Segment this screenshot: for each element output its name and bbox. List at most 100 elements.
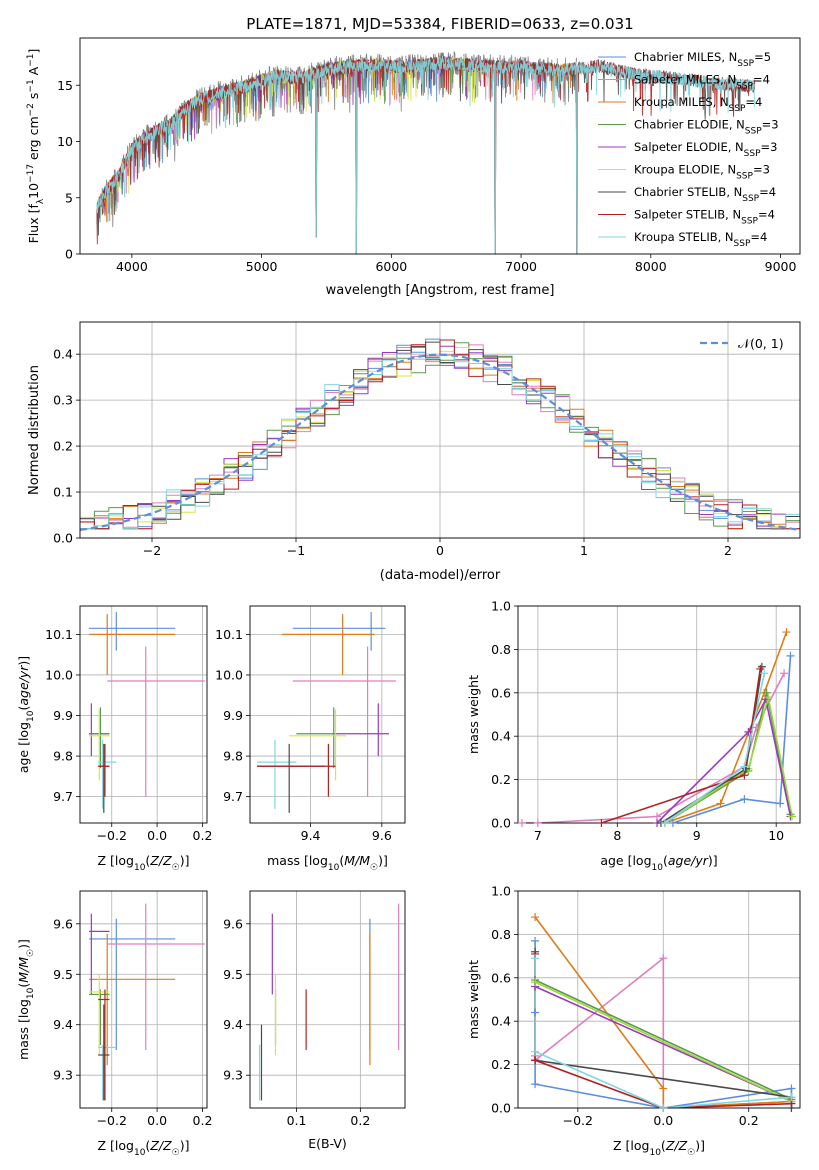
weight-marker-kroupa-miles [716,799,725,808]
x-tick-label: 0 [436,543,444,558]
y-axis-label-part: )] [16,656,31,666]
weight-marker-chabrier-miles [531,936,540,945]
y-axis-label-part: )] [16,939,31,949]
weight-marker-kroupa-elodie [788,812,797,821]
x-axis-label-part: mass [log [267,853,328,868]
legend-entry: 𝒩(0, 1) [738,336,784,351]
y-tick-label: 0.0 [491,1101,511,1116]
weight-marker-salpeter-stelib [531,1056,540,1065]
y-tick-label: 0.6 [491,970,511,985]
weight-marker-chabrier-elodie [762,688,771,697]
x-axis-label: mass [log10(M/M☉)] [267,853,388,873]
x-tick-label: 6000 [375,259,407,274]
y-tick-label: 0.4 [491,1014,511,1029]
y-tick-label: 0.0 [491,816,511,831]
x-tick-label: −0.2 [97,828,127,843]
y-axis-label-part: 10 [26,183,41,199]
weight-marker-kroupa-stelib [787,1093,796,1102]
weight-marker-chabrier-miles [776,799,785,808]
x-axis-label-part: age [log [600,853,651,868]
x-tick-label: 8 [613,828,621,843]
legend-entry-part: SSP [736,172,753,182]
x-axis-label-part: Z/Z [665,1138,688,1153]
legend-entry-part: =3 [762,118,779,132]
legend-entry-part: =4 [758,208,775,222]
x-tick-label: 0.0 [147,828,167,843]
weight-marker-kroupa-elodie [531,978,540,987]
weight-marker-salpeter-miles [780,669,789,678]
weight-marker-kroupa-elodie [764,693,773,702]
y-tick-label: 9.4 [53,1017,73,1032]
x-axis-label-part: ☉ [172,863,180,873]
x-tick-label: 7000 [505,259,537,274]
weight-marker-kroupa-stelib [760,669,769,678]
x-axis-label-part: M/M [344,853,370,868]
x-tick-label: −2 [143,543,161,558]
y-axis-label-part: age/yr [16,665,31,706]
weight-marker-salpeter-elodie [744,727,753,736]
y-axis-label: mass weight [466,675,481,754]
x-axis-label-part: ☉ [172,1148,180,1158]
y-tick-label: 10.0 [215,667,243,682]
x-tick-label: 0.1 [287,1113,307,1128]
x-axis-label-part: )] [180,853,190,868]
x-axis-label-part: ( [663,853,668,868]
weight-line-kroupa-elodie [664,696,793,823]
x-tick-label: 4000 [116,259,148,274]
y-axis-label-part: A [26,66,41,79]
legend-entry-part: SSP [734,239,751,249]
y-tick-label: 0.4 [53,347,73,362]
y-axis-label-part: ☉ [26,949,36,957]
y-tick-label: 9.8 [53,749,73,764]
y-axis-label: Normed distribution [27,365,42,495]
y-axis-label-part: M/M [16,957,31,983]
age_vs_Z-axes: −0.2 0.0 0.29.79.89.910.010.1Z [log10(Z/Z☉… [16,605,212,873]
weight-marker-kroupa-stelib [531,1047,540,1056]
x-axis-label-part: Z/Z [149,1138,172,1153]
x-tick-label: 7 [534,828,542,843]
legend-entry: Salpeter ELODIE, NSSP=3 [634,140,777,159]
y-axis-label-part: −1 [26,54,36,67]
y-tick-label: 9.9 [223,708,243,723]
weight-marker-salpeter-miles [517,819,526,827]
x-axis-label-part: Z/Z [149,853,172,868]
y-tick-label: 0.8 [491,927,511,942]
legend-entry: Kroupa STELIB, NSSP=4 [634,230,767,249]
y-tick-label: 0 [65,247,73,262]
x-tick-label: 0.0 [653,1113,673,1128]
legend-entry-part: Kroupa ELODIE, N [634,163,736,177]
age_vs_mass-frame [249,605,406,824]
legend-entry-part: Kroupa MILES, N [634,95,729,109]
legend-entry-part: Kroupa STELIB, N [634,230,734,244]
weight-marker-kroupa-miles [782,628,791,637]
legend-entry-part: SSP [745,127,762,137]
weight-marker-salpeter-stelib [756,664,765,673]
x-axis-label-part: 10 [649,1148,661,1158]
y-tick-label: 5 [65,190,73,205]
y-tick-label: 9.6 [53,916,73,931]
model-line-kroupa-stelib [96,56,756,254]
x-axis-label: Z [log10(Z/Z☉)] [98,853,190,873]
x-tick-label: 2 [724,543,732,558]
age_vs_Z-frame [79,605,208,824]
y-axis-label: mass weight [466,960,481,1039]
y-axis-label: Flux [fλ10−17 erg cm−2 s−1 A−1] [26,49,46,244]
x-axis-label-part: ( [661,1138,666,1153]
residuals-plot-area [80,338,800,531]
legend-entry-part: =4 [745,95,762,109]
y-tick-label: 10.0 [45,667,73,682]
legend-entry: Kroupa MILES, NSSP=4 [634,95,762,114]
weight-marker-chabrier-miles [787,1084,796,1093]
legend-entry-part: =3 [753,163,770,177]
residuals-axes: −2 −1 0 1 2 0.0 0.1 0.2 0.3 0.4 𝒩(0, 1) (data-model… [27,321,801,583]
x-tick-label: 0.0 [147,1113,167,1128]
mass_vs_Z-axes: −0.2 0.0 0.29.39.49.59.6Z [log10(Z/Z☉)]mas… [16,890,212,1158]
y-axis-label-part: ] [26,49,41,54]
weight-marker-salpeter-miles [533,819,542,827]
x-tick-label: 1 [580,543,588,558]
x-axis-label-part: age/yr [668,853,709,868]
mass_vs_ebv-plot-area [258,903,400,1101]
x-axis-label: E(B-V) [308,1136,347,1151]
y-axis-label-part: λ [36,198,46,204]
